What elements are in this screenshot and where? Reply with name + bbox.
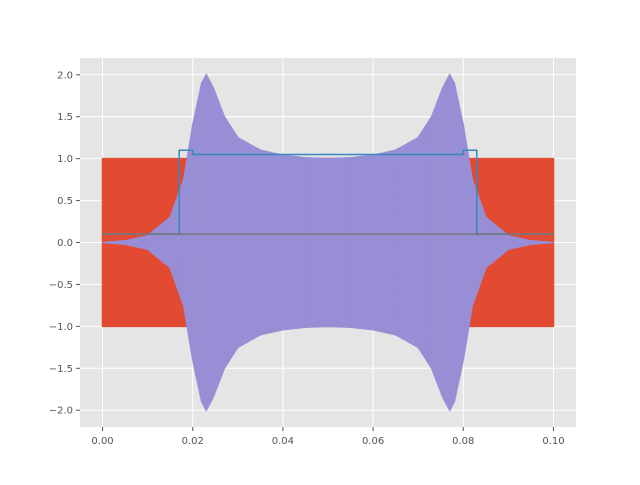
x-tick-label: 0.02: [182, 436, 204, 447]
y-tick-label: −2.0: [49, 406, 73, 417]
x-tick-label: 0.04: [272, 436, 294, 447]
x-axis-ticks: 0.00 0.02 0.04 0.06 0.08 0.10: [91, 427, 565, 447]
x-tick-label: 0.10: [542, 436, 564, 447]
series-2-line: [102, 149, 554, 235]
series-1-strokes: [104, 76, 552, 409]
x-tick-label: 0.00: [91, 436, 113, 447]
x-tick-label: 0.06: [362, 436, 384, 447]
y-tick-label: −1.0: [49, 322, 73, 333]
series-1-oscillation: [104, 76, 552, 409]
x-tick-label: 0.08: [452, 436, 474, 447]
y-tick-label: 0.5: [57, 196, 73, 207]
series-group: [101, 73, 555, 412]
y-axis-ticks: −2.0 −1.5 −1.0 −0.5 0.0 0.5 1.0 1.5 2.0: [49, 70, 80, 417]
y-tick-label: 1.0: [57, 154, 73, 165]
y-tick-label: −1.5: [49, 364, 73, 375]
y-tick-label: −0.5: [49, 280, 73, 291]
y-tick-label: 0.0: [57, 238, 73, 249]
y-tick-label: 1.5: [57, 112, 73, 123]
y-tick-label: 2.0: [57, 70, 73, 81]
